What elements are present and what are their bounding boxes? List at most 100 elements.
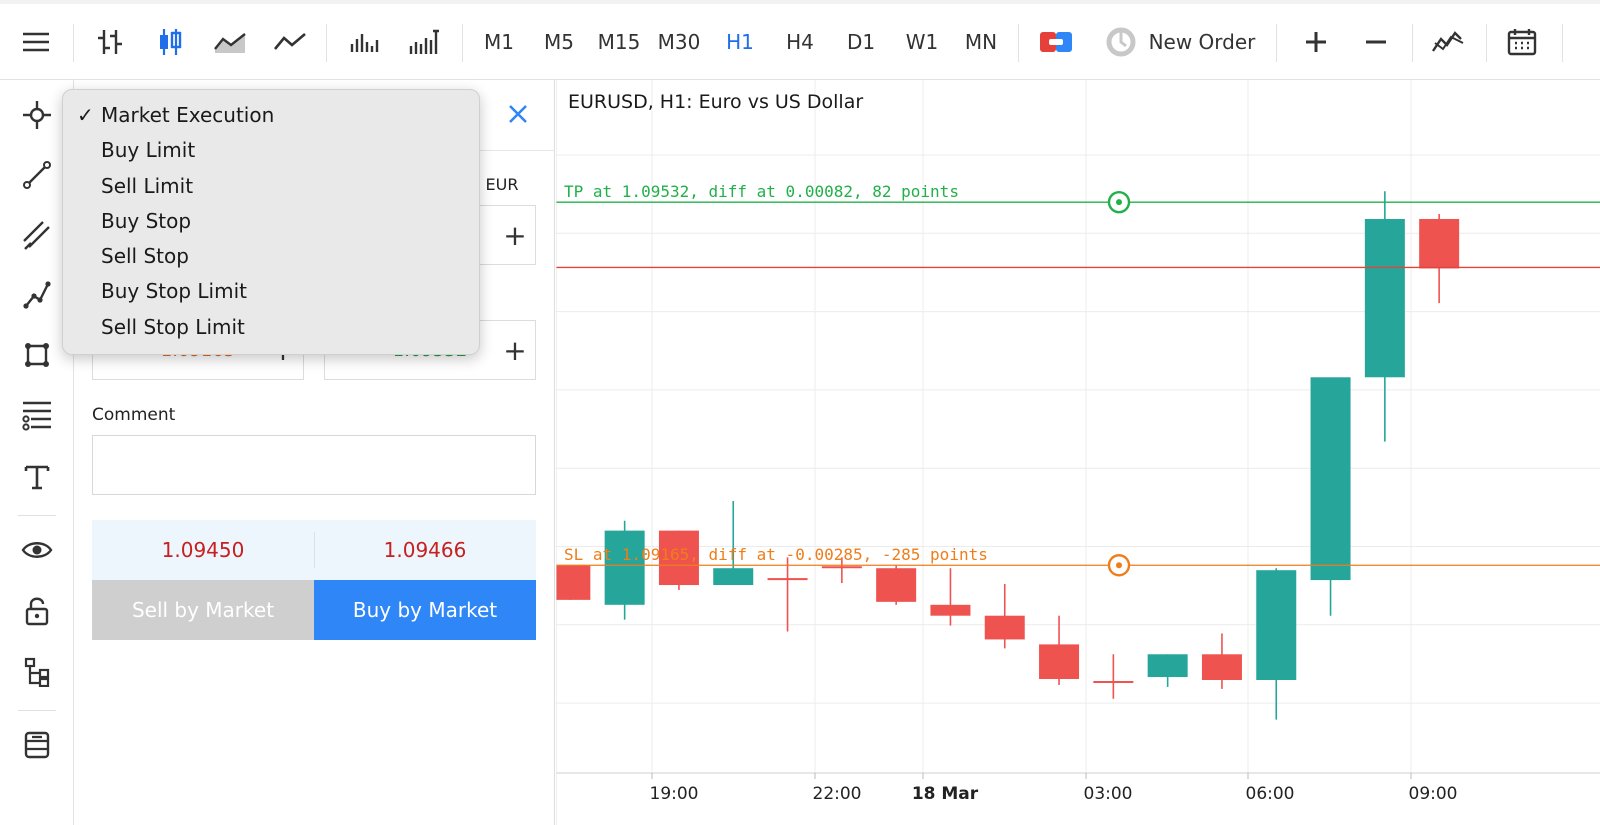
toolbar-divider <box>1562 24 1563 62</box>
fibonacci-icon[interactable] <box>17 395 57 435</box>
dropdown-option-sell-stop[interactable]: Sell Stop <box>63 239 479 274</box>
bullish-candle <box>1147 654 1188 678</box>
bearish-candle <box>876 568 917 602</box>
chart-canvas[interactable]: TP at 1.09532, diff at 0.00082, 82 point… <box>556 80 1600 825</box>
stop-loss-handle[interactable] <box>1107 554 1131 577</box>
dropdown-option-buy-stop-limit[interactable]: Buy Stop Limit <box>63 274 479 309</box>
tick-volume-icon[interactable] <box>404 4 444 80</box>
candlestick-chart-icon[interactable] <box>150 4 190 80</box>
area-chart-icon[interactable] <box>210 4 250 80</box>
toolbar-divider <box>73 24 74 62</box>
x-axis-tick-label: 18 Mar <box>912 784 979 804</box>
chart-title: EURUSD, H1: Euro vs US Dollar <box>568 91 864 113</box>
lock-icon[interactable] <box>17 591 57 631</box>
timeframe-mn[interactable]: MN <box>964 30 998 54</box>
x-axis-tick-label: 06:00 <box>1246 784 1295 804</box>
toolbar-divider <box>326 24 327 62</box>
polyline-icon[interactable] <box>17 275 57 315</box>
bid-price: 1.09450 <box>161 538 245 562</box>
shapes-icon[interactable] <box>17 335 57 375</box>
top-toolbar: M1 M5 M15 M30 H1 H4 D1 W1 MN New Order <box>0 0 1600 80</box>
close-icon[interactable] <box>500 96 536 132</box>
order-type-dropdown: ✓ Market Execution Buy Limit Sell Limit B… <box>62 89 480 355</box>
bearish-candle <box>1201 654 1242 681</box>
bearish-candle <box>930 604 971 616</box>
bearish-candle <box>658 530 699 586</box>
sell-by-market-button[interactable]: Sell by Market <box>92 580 314 640</box>
bearish-candle <box>1093 680 1134 683</box>
timeframe-m15[interactable]: M15 <box>597 30 641 54</box>
timeframe-w1[interactable]: W1 <box>905 30 939 54</box>
timeframe-h1[interactable]: H1 <box>726 30 754 54</box>
take-profit-label: TP at 1.09532, diff at 0.00082, 82 point… <box>564 182 959 201</box>
x-axis-tick-label: 09:00 <box>1409 784 1458 804</box>
comment-input[interactable] <box>92 435 536 495</box>
drawing-tools-rail <box>0 80 74 825</box>
dropdown-option-buy-stop[interactable]: Buy Stop <box>63 204 479 239</box>
price-chart[interactable]: TP at 1.09532, diff at 0.00082, 82 point… <box>556 80 1600 825</box>
object-tree-icon[interactable] <box>17 652 57 692</box>
toolbar-divider <box>1018 24 1019 62</box>
option-label: Sell Stop Limit <box>101 314 245 339</box>
volume-increase-button[interactable]: + <box>503 218 527 252</box>
timeframe-m1[interactable]: M1 <box>484 30 514 54</box>
bearish-candle <box>1419 218 1460 269</box>
check-icon: ✓ <box>77 103 94 127</box>
option-label: Sell Limit <box>101 173 194 198</box>
menu-icon[interactable] <box>16 4 56 80</box>
toolbar-divider <box>1412 24 1413 62</box>
take-profit-increase-button[interactable]: + <box>503 333 527 367</box>
bearish-candle <box>556 565 591 600</box>
new-order-button[interactable]: New Order <box>1100 4 1260 80</box>
new-order-label: New Order <box>1148 30 1256 54</box>
volume-icon[interactable] <box>344 4 384 80</box>
channel-icon[interactable] <box>17 215 57 255</box>
x-axis-tick-label: 22:00 <box>813 784 862 804</box>
toolbar-divider <box>462 24 463 62</box>
text-tool-icon[interactable] <box>17 457 57 497</box>
calendar-icon[interactable] <box>1502 4 1542 80</box>
rail-divider <box>18 710 56 711</box>
toolbar-divider <box>1276 24 1277 62</box>
toolbar-divider <box>1486 24 1487 62</box>
bullish-candle <box>604 530 645 605</box>
timeframe-h4[interactable]: H4 <box>786 30 814 54</box>
bearish-candle <box>1039 644 1080 680</box>
bar-chart-icon[interactable] <box>90 4 130 80</box>
indicators-icon[interactable] <box>1428 4 1468 80</box>
option-label: Buy Limit <box>101 138 196 163</box>
bearish-candle <box>767 578 808 581</box>
x-axis-tick-label: 03:00 <box>1084 784 1133 804</box>
option-label: Buy Stop <box>101 208 192 233</box>
timeframe-m5[interactable]: M5 <box>544 30 574 54</box>
bullish-candle <box>1364 218 1405 378</box>
bearish-candle <box>984 615 1025 640</box>
dropdown-option-sell-stop-limit[interactable]: Sell Stop Limit <box>63 310 479 345</box>
bullish-candle <box>713 568 754 586</box>
timeframe-d1[interactable]: D1 <box>846 30 876 54</box>
option-label: Sell Stop <box>101 244 189 269</box>
bearish-candle <box>821 566 862 569</box>
one-click-trading-icon[interactable] <box>1036 4 1076 80</box>
dropdown-option-sell-limit[interactable]: Sell Limit <box>63 169 479 204</box>
dropdown-option-market-execution[interactable]: ✓ Market Execution <box>63 98 479 133</box>
buy-by-market-button[interactable]: Buy by Market <box>314 580 536 640</box>
stop-loss-label: SL at 1.09165, diff at -0.00285, -285 po… <box>564 545 988 564</box>
timeframe-m30[interactable]: M30 <box>657 30 701 54</box>
comment-label: Comment <box>92 405 176 425</box>
trend-line-icon[interactable] <box>17 155 57 195</box>
price-quotes: 1.09450 1.09466 <box>92 520 536 580</box>
zoom-in-icon[interactable] <box>1296 4 1336 80</box>
take-profit-handle[interactable] <box>1107 190 1131 214</box>
line-chart-icon[interactable] <box>270 4 310 80</box>
zoom-out-icon[interactable] <box>1356 4 1396 80</box>
dropdown-option-buy-limit[interactable]: Buy Limit <box>63 133 479 168</box>
ask-price: 1.09466 <box>383 538 467 562</box>
x-axis-tick-label: 19:00 <box>650 784 699 804</box>
visibility-icon[interactable] <box>17 530 57 570</box>
option-label: Buy Stop Limit <box>101 279 247 304</box>
data-window-icon[interactable] <box>17 725 57 765</box>
option-label: Market Execution <box>101 103 275 127</box>
bullish-candle <box>1310 377 1351 581</box>
crosshair-icon[interactable] <box>17 95 57 135</box>
